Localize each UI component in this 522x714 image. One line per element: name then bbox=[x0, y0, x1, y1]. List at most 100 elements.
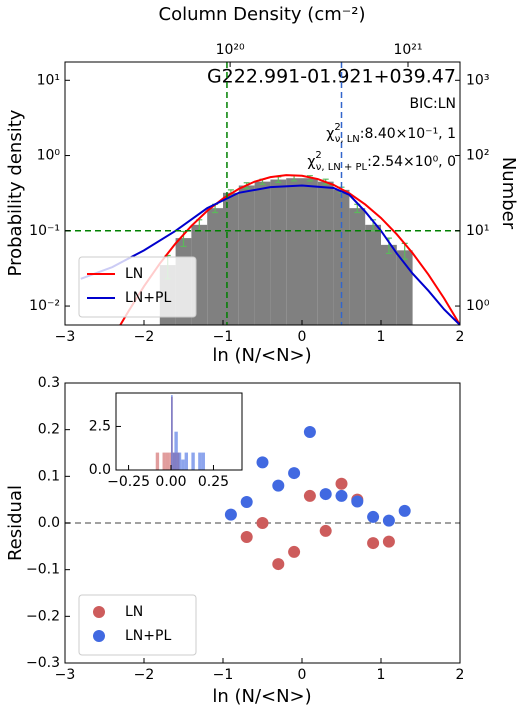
y-tick-label: 0.3 bbox=[38, 375, 60, 391]
histogram-bar bbox=[317, 181, 334, 325]
inset-bar bbox=[201, 452, 205, 470]
y-tick-label: 10¹ bbox=[37, 72, 60, 88]
source-name: G222.991-01.921+039.47 bbox=[207, 66, 456, 88]
plot-area bbox=[80, 174, 460, 325]
inset-bar bbox=[198, 452, 202, 470]
inset-bar bbox=[165, 452, 170, 470]
y2-axis-label: Number bbox=[498, 157, 519, 230]
histogram-bar bbox=[270, 179, 287, 325]
data-point bbox=[367, 537, 380, 550]
y-tick-label: 10⁰ bbox=[466, 298, 490, 314]
inset-bar bbox=[172, 452, 175, 470]
x-tick-label: −2 bbox=[134, 329, 155, 345]
x-tick-label: 0.00 bbox=[155, 474, 186, 490]
data-point bbox=[382, 514, 395, 527]
data-point bbox=[367, 510, 380, 523]
data-point bbox=[240, 496, 253, 508]
model-curve bbox=[119, 174, 460, 325]
data-point bbox=[351, 495, 364, 508]
histogram-bar bbox=[238, 185, 255, 325]
x-tick-label: 2 bbox=[456, 329, 465, 345]
inset-bar bbox=[155, 452, 160, 470]
histogram-bar bbox=[207, 208, 223, 325]
y-tick-label: 2.5 bbox=[89, 418, 111, 434]
inset-bar bbox=[174, 431, 178, 470]
x-tick-label: 1 bbox=[377, 667, 386, 683]
data-point bbox=[319, 488, 332, 501]
data-point bbox=[224, 508, 237, 521]
histogram-bar bbox=[365, 224, 381, 325]
x-tick-label: −0.25 bbox=[107, 474, 150, 490]
x-tick-label: −2 bbox=[134, 667, 155, 683]
inset-bar bbox=[177, 452, 182, 470]
legend-label: LN bbox=[125, 266, 143, 282]
inset-bar bbox=[184, 452, 188, 470]
x-tick-label: −3 bbox=[55, 329, 76, 345]
inset-area bbox=[155, 395, 205, 470]
y-tick-label: 0.1 bbox=[38, 468, 60, 484]
model-selection: BIC:LN bbox=[410, 96, 457, 112]
legend-frame bbox=[78, 256, 197, 318]
data-point bbox=[272, 479, 285, 492]
x-axis-label: ln (N/<N>) bbox=[212, 345, 311, 366]
x-tick-label: 1 bbox=[377, 329, 386, 345]
x-axis-label: ln (N/<N>) bbox=[212, 686, 311, 707]
histogram-bar bbox=[254, 181, 271, 325]
y-axis-label: Probability density bbox=[5, 109, 26, 276]
histogram-bar bbox=[381, 244, 397, 325]
data-point bbox=[335, 477, 348, 490]
legend-frame bbox=[78, 594, 197, 656]
x-tick-label: −1 bbox=[213, 667, 234, 683]
x-tick-label: 0 bbox=[298, 667, 307, 683]
y-tick-label: 10² bbox=[466, 148, 489, 164]
y-tick-label: 10⁻² bbox=[29, 298, 60, 314]
x2-tick-label: 10²⁰ bbox=[216, 42, 245, 58]
plot-frame bbox=[64, 61, 461, 326]
top-axis-label: Column Density (cm⁻²) bbox=[159, 4, 366, 25]
inset-bar bbox=[162, 452, 166, 470]
data-point bbox=[272, 558, 285, 571]
chi-square-annotation: χ2 ν, LN:8.40×10⁻¹, 1 bbox=[326, 122, 456, 145]
data-point bbox=[303, 426, 316, 438]
data-point bbox=[382, 535, 395, 548]
data-point bbox=[335, 489, 348, 502]
legend-label: LN bbox=[125, 604, 143, 620]
inset-bar bbox=[191, 452, 195, 470]
inset-bar bbox=[181, 459, 185, 470]
legend-label: LN+PL bbox=[125, 628, 171, 644]
x-tick-label: 0 bbox=[298, 329, 307, 345]
chi-square-annotation: χ2 ν, LN + PL:2.54×10⁰, 0 bbox=[307, 150, 456, 173]
y-tick-label: 10⁻¹ bbox=[29, 223, 60, 239]
data-point bbox=[288, 467, 301, 480]
y-tick-label: −0.1 bbox=[26, 562, 60, 578]
inset-bar bbox=[171, 395, 173, 470]
plot-frame bbox=[115, 392, 243, 471]
x-tick-label: −3 bbox=[55, 667, 76, 683]
data-point bbox=[288, 545, 301, 558]
plot-area bbox=[224, 426, 411, 571]
y-tick-label: 10⁰ bbox=[37, 148, 61, 164]
legend-swatch bbox=[93, 630, 105, 642]
x-tick-label: 2 bbox=[456, 667, 465, 683]
y-tick-label: −0.2 bbox=[26, 608, 60, 624]
y-tick-label: 0.0 bbox=[89, 462, 111, 478]
data-point bbox=[319, 524, 332, 537]
data-point bbox=[256, 456, 269, 469]
x-tick-label: 0.25 bbox=[198, 474, 229, 490]
data-point bbox=[256, 517, 269, 529]
y-tick-label: −0.3 bbox=[26, 655, 60, 671]
histogram-bar bbox=[396, 250, 413, 325]
histogram-bar bbox=[286, 178, 302, 325]
data-point bbox=[240, 531, 253, 543]
inset-bar bbox=[169, 452, 172, 470]
y-tick-label: 10¹ bbox=[466, 223, 489, 239]
data-point bbox=[303, 489, 316, 502]
x-tick-label: −1 bbox=[213, 329, 234, 345]
legend-label: LN+PL bbox=[125, 290, 171, 306]
histogram-bar bbox=[349, 208, 366, 325]
histogram-bar bbox=[302, 178, 318, 325]
y-axis-label: Residual bbox=[5, 485, 26, 561]
x2-tick-label: 10²¹ bbox=[393, 42, 422, 58]
legend-swatch bbox=[93, 606, 105, 618]
